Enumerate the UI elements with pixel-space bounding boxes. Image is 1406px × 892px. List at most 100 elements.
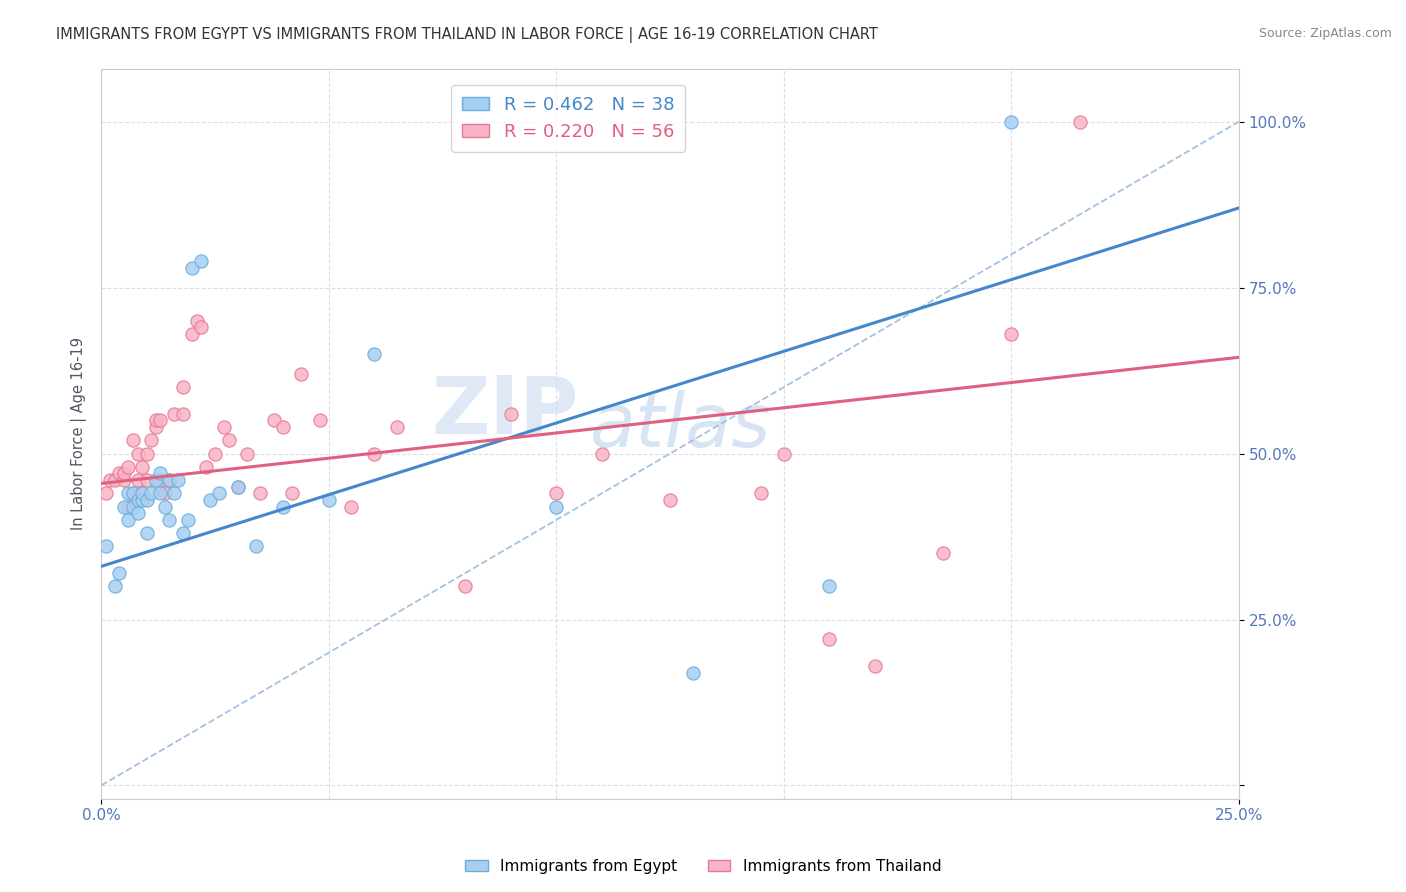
Point (236, 446, 259, 460)
Point (127, 506, 149, 520)
Point (112, 500, 135, 514)
Point (454, 579, 477, 593)
Point (245, 540, 267, 554)
Point (149, 413, 172, 427)
Point (546, 500, 568, 514)
Point (363, 347, 385, 361)
Point (1000, 327, 1022, 342)
Point (127, 493, 149, 508)
Point (682, 665, 704, 680)
Point (135, 473, 157, 487)
Point (281, 486, 304, 500)
Point (122, 500, 145, 514)
Point (163, 407, 186, 421)
Point (181, 260, 204, 275)
Point (135, 493, 157, 508)
Point (131, 459, 153, 474)
Point (204, 446, 226, 460)
Point (226, 480, 249, 494)
Point (190, 254, 212, 268)
Point (218, 434, 240, 448)
Point (208, 486, 231, 500)
Point (157, 473, 180, 487)
Point (167, 473, 190, 487)
Text: atlas: atlas (591, 391, 772, 462)
Point (772, 446, 794, 460)
Point (172, 407, 194, 421)
Point (194, 459, 217, 474)
Point (226, 480, 249, 494)
Text: ZIP: ZIP (432, 373, 579, 450)
Point (176, 513, 198, 527)
Point (117, 513, 139, 527)
Point (135, 446, 157, 460)
Point (172, 526, 194, 541)
Point (163, 486, 186, 500)
Point (290, 367, 312, 381)
Point (181, 327, 204, 342)
Point (135, 526, 157, 541)
Legend: Immigrants from Egypt, Immigrants from Thailand: Immigrants from Egypt, Immigrants from T… (458, 853, 948, 880)
Point (818, 632, 841, 647)
Point (863, 659, 886, 673)
Point (149, 473, 172, 487)
Point (212, 420, 235, 434)
Point (200, 493, 222, 508)
Point (157, 473, 180, 487)
Point (112, 467, 135, 481)
Point (172, 380, 194, 394)
Point (141, 434, 163, 448)
Point (153, 500, 176, 514)
Point (122, 486, 145, 500)
Point (94, 540, 117, 554)
Point (363, 446, 385, 460)
Point (117, 486, 139, 500)
Point (149, 467, 172, 481)
Point (98, 473, 121, 487)
Point (127, 446, 149, 460)
Point (131, 493, 153, 508)
Point (108, 467, 131, 481)
Point (932, 546, 955, 560)
Point (659, 493, 682, 508)
Point (104, 473, 127, 487)
Point (271, 500, 294, 514)
Point (149, 486, 172, 500)
Point (186, 314, 208, 328)
Point (127, 473, 149, 487)
Y-axis label: In Labor Force | Age 16-19: In Labor Force | Age 16-19 (72, 337, 87, 530)
Point (499, 407, 522, 421)
Text: Source: ZipAtlas.com: Source: ZipAtlas.com (1258, 27, 1392, 40)
Point (271, 420, 294, 434)
Point (818, 579, 841, 593)
Point (117, 500, 139, 514)
Text: IMMIGRANTS FROM EGYPT VS IMMIGRANTS FROM THAILAND IN LABOR FORCE | AGE 16-19 COR: IMMIGRANTS FROM EGYPT VS IMMIGRANTS FROM… (56, 27, 879, 43)
Point (340, 500, 363, 514)
Point (591, 446, 613, 460)
Point (145, 420, 167, 434)
Point (131, 486, 153, 500)
Point (318, 493, 340, 508)
Point (308, 413, 330, 427)
Point (546, 486, 568, 500)
Point (117, 459, 139, 474)
Point (749, 486, 772, 500)
Point (190, 320, 212, 334)
Point (112, 473, 135, 487)
Point (385, 420, 408, 434)
Point (145, 473, 167, 487)
Point (131, 486, 153, 500)
Point (249, 486, 271, 500)
Point (157, 513, 180, 527)
Point (108, 566, 131, 580)
Point (104, 579, 127, 593)
Point (145, 413, 167, 427)
Point (1069, 114, 1091, 128)
Point (153, 486, 176, 500)
Point (141, 486, 163, 500)
Point (263, 413, 285, 427)
Point (122, 486, 145, 500)
Point (94, 486, 117, 500)
Point (1000, 114, 1022, 128)
Legend: R = 0.462   N = 38, R = 0.220   N = 56: R = 0.462 N = 38, R = 0.220 N = 56 (451, 85, 685, 152)
